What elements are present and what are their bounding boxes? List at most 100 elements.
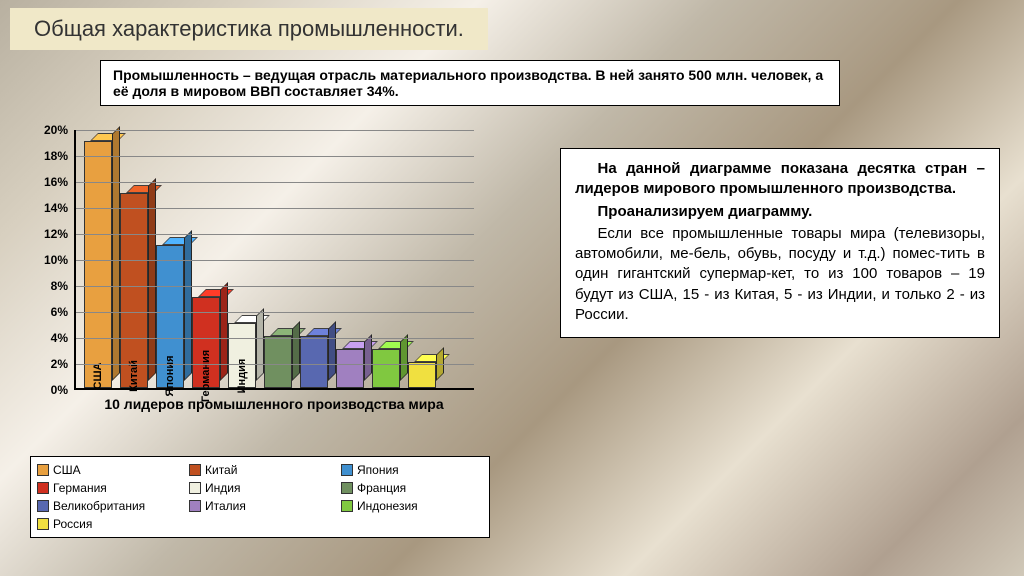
legend-label: Франция [357, 481, 406, 495]
legend-label: Италия [205, 499, 246, 513]
legend-item: Япония [341, 463, 483, 477]
bar: США [84, 141, 112, 388]
y-axis: 0%2%4%6%8%10%12%14%16%18%20% [30, 130, 70, 390]
legend-item: Германия [37, 481, 179, 495]
y-tick: 18% [44, 149, 68, 163]
y-tick: 16% [44, 175, 68, 189]
legend-label: Япония [357, 463, 399, 477]
bar-top [162, 237, 198, 245]
legend-swatch [341, 464, 353, 476]
legend-item: Индия [189, 481, 331, 495]
y-tick: 0% [51, 383, 68, 397]
legend-item: США [37, 463, 179, 477]
bar-chart: 0%2%4%6%8%10%12%14%16%18%20% СШАКитайЯпо… [30, 130, 480, 430]
grid-line [76, 234, 474, 235]
bar-top [414, 354, 450, 362]
bar [300, 336, 328, 388]
legend-item: Индонезия [341, 499, 483, 513]
page-title: Общая характеристика промышленности. [10, 8, 488, 50]
legend-label: Индонезия [357, 499, 418, 513]
bar [408, 362, 436, 388]
grid-line [76, 364, 474, 365]
bar-side [184, 230, 192, 381]
bar-top [306, 328, 342, 336]
bar-front [300, 336, 328, 388]
legend-swatch [37, 500, 49, 512]
grid-line [76, 312, 474, 313]
legend-swatch [37, 464, 49, 476]
legend-label: Индия [205, 481, 240, 495]
bar: Индия [228, 323, 256, 388]
y-tick: 6% [51, 305, 68, 319]
legend-item: Великобритания [37, 499, 179, 513]
legend-swatch [189, 500, 201, 512]
bar-side [328, 321, 336, 381]
desc-p1: На данной диаграмме показана десятка стр… [575, 159, 985, 200]
bar-front [408, 362, 436, 388]
bar-side [400, 334, 408, 381]
legend-swatch [341, 500, 353, 512]
bar [264, 336, 292, 388]
chart-legend: США Китай Япония Германия Индия Франция Велико… [30, 456, 490, 538]
bar-side [256, 308, 264, 381]
bar-front [336, 349, 364, 388]
grid-line [76, 208, 474, 209]
bar-side [292, 321, 300, 381]
legend-label: Великобритания [53, 499, 145, 513]
bar-side [112, 126, 120, 381]
bar-front [120, 193, 148, 388]
x-axis-title: 10 лидеров промышленного производства ми… [74, 396, 474, 412]
bar-top [378, 341, 414, 349]
bar-front [264, 336, 292, 388]
desc-p2: Проанализируем диаграмму. [575, 202, 985, 222]
bar-top [234, 315, 270, 323]
subtitle-box: Промышленность – ведущая отрасль материа… [100, 60, 840, 106]
y-tick: 10% [44, 253, 68, 267]
legend-label: Китай [205, 463, 237, 477]
bar-label: США [92, 363, 104, 390]
bar-top [342, 341, 378, 349]
legend-swatch [189, 482, 201, 494]
description-box: На данной диаграмме показана десятка стр… [560, 148, 1000, 338]
grid-line [76, 260, 474, 261]
legend-item: Китай [189, 463, 331, 477]
bar-top [126, 185, 162, 193]
grid-line [76, 286, 474, 287]
bar-label: Япония [164, 355, 176, 396]
legend-swatch [37, 518, 49, 530]
legend-swatch [341, 482, 353, 494]
bar-side [220, 282, 228, 381]
plot-area: США Китай Япония Германия Индия [74, 130, 474, 390]
bar-front [372, 349, 400, 388]
y-tick: 4% [51, 331, 68, 345]
legend-item: Россия [37, 517, 179, 531]
grid-line [76, 130, 474, 131]
bar-front [84, 141, 112, 388]
y-tick: 8% [51, 279, 68, 293]
y-tick: 20% [44, 123, 68, 137]
y-tick: 12% [44, 227, 68, 241]
legend-swatch [37, 482, 49, 494]
y-tick: 14% [44, 201, 68, 215]
grid-line [76, 338, 474, 339]
legend-item: Италия [189, 499, 331, 513]
legend-item: Франция [341, 481, 483, 495]
y-tick: 2% [51, 357, 68, 371]
bar [336, 349, 364, 388]
bar: Япония [156, 245, 184, 388]
bar-top [90, 133, 126, 141]
grid-line [76, 156, 474, 157]
legend-label: Германия [53, 481, 107, 495]
bar-side [364, 334, 372, 381]
legend-swatch [189, 464, 201, 476]
bar: Китай [120, 193, 148, 388]
bar: Германия [192, 297, 220, 388]
legend-label: США [53, 463, 81, 477]
grid-line [76, 182, 474, 183]
bar-label: Германия [200, 350, 212, 402]
bar-top [270, 328, 306, 336]
desc-p3: Если все промышленные товары мира (телев… [575, 224, 985, 325]
bars-container: США Китай Япония Германия Индия [84, 128, 436, 388]
legend-label: Россия [53, 517, 92, 531]
bar-top [198, 289, 234, 297]
